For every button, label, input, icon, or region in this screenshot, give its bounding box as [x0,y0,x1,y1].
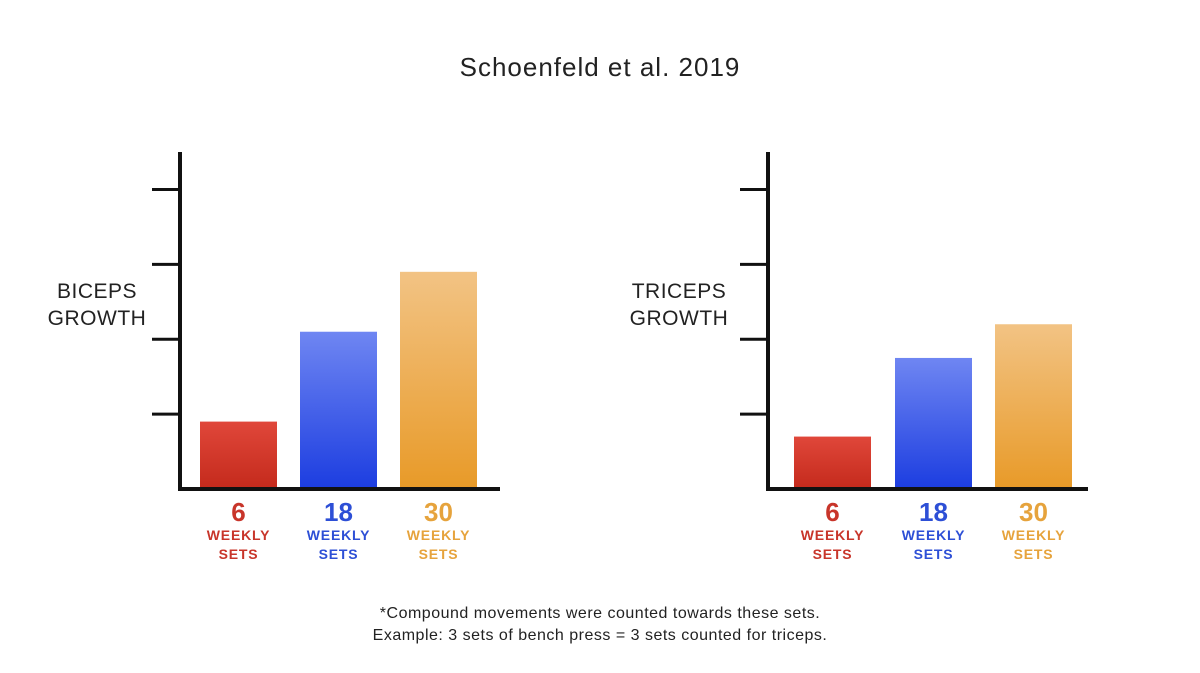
category-number-30-sets: 30 [424,497,453,527]
y-label-line-1: TRICEPS [632,280,727,303]
category-line2-30-sets: SETS [1014,546,1054,562]
chart-1: BICEPSGROWTH6WEEKLYSETS18WEEKLYSETS30WEE… [48,152,500,562]
footnote-line-2: Example: 3 sets of bench press = 3 sets … [372,627,828,644]
bar-18-sets [300,331,377,489]
bar-18-sets [895,357,972,489]
bar-6-sets [200,421,277,489]
category-number-18-sets: 18 [324,497,353,527]
bar-6-sets [794,436,871,489]
y-label-line-2: GROWTH [48,307,147,330]
category-line1-18-sets: WEEKLY [902,527,965,543]
category-line2-18-sets: SETS [319,546,359,562]
category-line2-30-sets: SETS [419,546,459,562]
chart-2: TRICEPSGROWTH6WEEKLYSETS18WEEKLYSETS30WE… [630,152,1088,562]
category-number-30-sets: 30 [1019,497,1048,527]
category-number-6-sets: 6 [231,497,245,527]
bar-30-sets [400,271,477,489]
category-line1-30-sets: WEEKLY [407,527,470,543]
category-line2-6-sets: SETS [813,546,853,562]
category-number-18-sets: 18 [919,497,948,527]
bar-30-sets [995,324,1072,489]
category-line1-6-sets: WEEKLY [207,527,270,543]
category-line1-30-sets: WEEKLY [1002,527,1065,543]
chart-title: Schoenfeld et al. 2019 [459,52,741,82]
category-line1-18-sets: WEEKLY [307,527,370,543]
footnote: *Compound movements were counted towards… [0,603,1200,647]
category-line2-6-sets: SETS [219,546,259,562]
category-line1-6-sets: WEEKLY [801,527,864,543]
y-label-line-2: GROWTH [630,307,729,330]
y-label-line-1: BICEPS [57,280,137,303]
category-line2-18-sets: SETS [914,546,954,562]
footnote-line-1: *Compound movements were counted towards… [379,605,821,622]
category-number-6-sets: 6 [825,497,839,527]
